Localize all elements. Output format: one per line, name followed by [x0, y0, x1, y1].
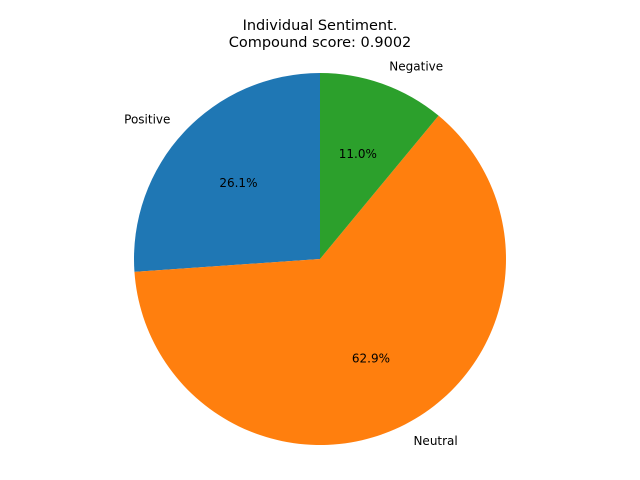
pie-slice-neutral — [134, 115, 507, 446]
slice-label-positive: Positive — [124, 112, 170, 126]
slice-labels: Positive Neutral Negative — [124, 59, 458, 448]
chart-title-line-1: Individual Sentiment. — [243, 18, 398, 34]
chart-title-line-2: Compound score: 0.9002 — [229, 35, 412, 51]
pie-slices — [134, 73, 507, 446]
percentage-labels: 26.1% 62.9% 11.0% — [219, 147, 390, 365]
pie-slice-negative — [320, 73, 439, 259]
pct-label-negative: 11.0% — [339, 147, 377, 161]
pct-label-positive: 26.1% — [219, 176, 257, 190]
slice-label-neutral: Neutral — [413, 434, 457, 448]
pct-label-neutral: 62.9% — [352, 351, 390, 365]
pie-slice-positive — [134, 73, 320, 272]
chart-title: Individual Sentiment. Compound score: 0.… — [229, 18, 412, 51]
slice-label-negative: Negative — [389, 59, 443, 73]
